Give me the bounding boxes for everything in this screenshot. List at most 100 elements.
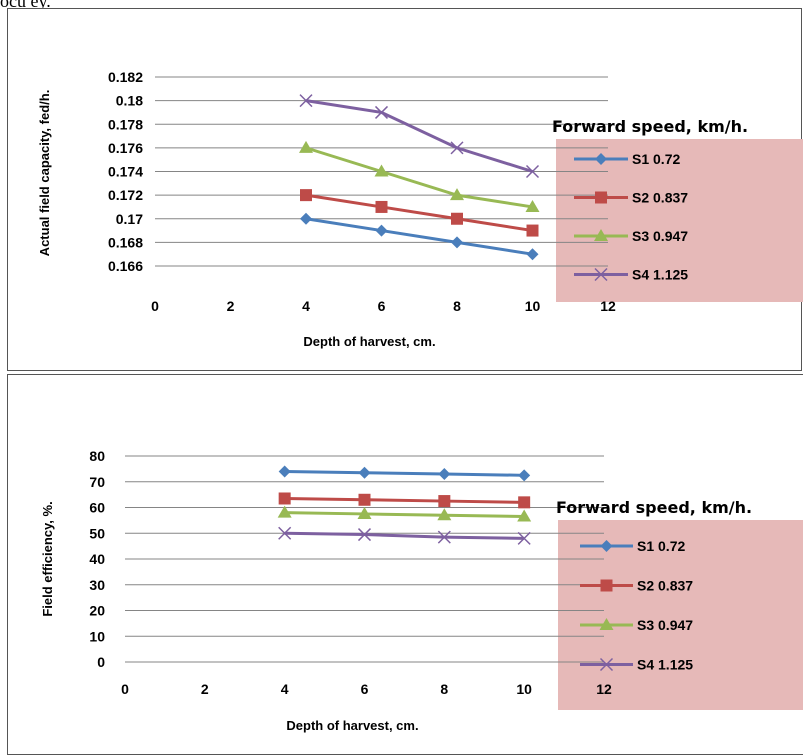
legend-marker <box>594 229 608 241</box>
y-tick-label: 0.17 <box>116 211 143 227</box>
x-tick-label: 2 <box>201 681 209 697</box>
data-point <box>299 140 313 153</box>
series-line <box>284 531 525 540</box>
data-point <box>374 164 389 177</box>
y-tick-label: 70 <box>89 474 105 490</box>
chart-efficiency-svg: 0 10 20 30 40 50 60 70 80 0 2 4 6 8 10 12 Depth of harve… <box>40 448 803 733</box>
y-tick-label: 40 <box>89 551 105 567</box>
x-tick-label: 0 <box>121 681 129 697</box>
x-tick-label: 8 <box>453 298 461 314</box>
x-tick-label: 0 <box>151 298 159 314</box>
data-point <box>374 105 389 119</box>
data-point <box>526 224 539 237</box>
x-tick-label: 6 <box>361 681 369 697</box>
legend-marker <box>599 657 614 672</box>
chart-capacity-svg: 0.166 0.168 0.17 0.172 0.174 0.176 0.178 0.18 0.… <box>37 69 803 349</box>
data-point <box>278 465 291 478</box>
x-tick-label: 6 <box>378 298 386 314</box>
data-point <box>438 468 451 481</box>
series-line <box>284 511 525 519</box>
cropped-text-fragment: ocu ey. <box>0 0 51 11</box>
data-point <box>358 466 371 479</box>
x-tick-label: 12 <box>596 681 612 697</box>
data-point <box>525 199 540 212</box>
legend-label: S2 0.837 <box>632 190 688 206</box>
data-point <box>517 531 531 545</box>
x-tick-label: 12 <box>600 298 616 314</box>
data-point <box>525 164 540 179</box>
data-point <box>375 224 388 237</box>
legend-marker <box>595 191 607 204</box>
legend-label: S1 0.72 <box>637 538 685 554</box>
data-point <box>450 141 464 155</box>
legend-label: S3 0.947 <box>637 617 693 633</box>
data-point <box>451 236 463 249</box>
legend-marker <box>595 153 607 165</box>
y-tick-label: 0.178 <box>108 116 143 132</box>
data-point <box>278 492 291 505</box>
y-tick-label: 0.176 <box>108 140 143 156</box>
data-point <box>300 212 312 225</box>
series-line <box>284 469 525 477</box>
data-point <box>517 509 532 522</box>
y-axis-title: Actual field capacity, fed/h. <box>37 90 52 257</box>
data-point <box>450 188 464 201</box>
y-tick-label: 0.182 <box>108 69 143 85</box>
x-tick-label: 10 <box>525 298 541 314</box>
data-point <box>437 508 452 521</box>
data-point <box>526 248 539 261</box>
legend-label: S2 0.837 <box>637 578 693 594</box>
series-line <box>284 496 525 504</box>
y-tick-label: 60 <box>89 500 105 516</box>
y-tick-label: 0 <box>97 654 105 670</box>
data-point <box>278 526 292 540</box>
y-tick-label: 0.18 <box>116 93 143 109</box>
data-point <box>358 493 371 506</box>
data-point <box>375 200 388 213</box>
data-point <box>300 189 312 202</box>
y-tick-label: 0.174 <box>108 164 143 180</box>
data-point <box>357 528 372 542</box>
y-tick-label: 0.172 <box>108 187 143 203</box>
legend-label: S4 1.125 <box>637 657 693 673</box>
chart-capacity-frame: 0.166 0.168 0.17 0.172 0.174 0.176 0.178 0.18 0.… <box>7 8 803 371</box>
y-tick-label: 10 <box>89 628 105 644</box>
legend-marker <box>599 618 614 630</box>
x-tick-label: 8 <box>440 681 448 697</box>
legend-label: S1 0.72 <box>632 151 680 167</box>
series-line <box>305 146 533 209</box>
data-point <box>451 212 463 225</box>
x-tick-label: 4 <box>302 298 310 314</box>
data-point <box>437 530 451 544</box>
series-line <box>305 217 533 256</box>
x-axis-title: Depth of harvest, cm. <box>303 334 435 349</box>
legend-label: S3 0.947 <box>632 228 688 244</box>
data-point <box>299 94 313 108</box>
legend-label: S4 1.125 <box>632 267 688 283</box>
y-tick-label: 80 <box>89 448 105 464</box>
chart-efficiency-frame: 0 10 20 30 40 50 60 70 80 0 2 4 6 8 10 12 Depth of harve… <box>7 374 803 755</box>
legend-box <box>558 520 803 710</box>
legend-marker <box>594 267 608 282</box>
x-tick-label: 2 <box>227 298 235 314</box>
y-tick-label: 50 <box>89 525 105 541</box>
y-tick-label: 20 <box>89 603 105 619</box>
data-point <box>438 495 451 508</box>
data-point <box>357 506 372 519</box>
y-tick-label: 0.168 <box>108 234 143 250</box>
series-line <box>305 193 533 233</box>
series-line <box>305 99 533 173</box>
y-tick-label: 30 <box>89 577 105 593</box>
legend-title: Forward speed, km/h. <box>552 117 748 136</box>
legend-marker <box>600 579 613 592</box>
x-axis-title: Depth of harvest, cm. <box>286 718 418 733</box>
data-point <box>518 469 531 482</box>
data-point <box>518 496 531 509</box>
y-axis-title: Field efficiency, %. <box>40 501 55 616</box>
data-point <box>277 505 292 518</box>
x-tick-label: 4 <box>281 681 289 697</box>
x-tick-label: 10 <box>516 681 532 697</box>
y-tick-label: 0.166 <box>108 258 143 274</box>
legend-title: Forward speed, km/h. <box>556 498 752 517</box>
legend-marker <box>600 540 613 552</box>
